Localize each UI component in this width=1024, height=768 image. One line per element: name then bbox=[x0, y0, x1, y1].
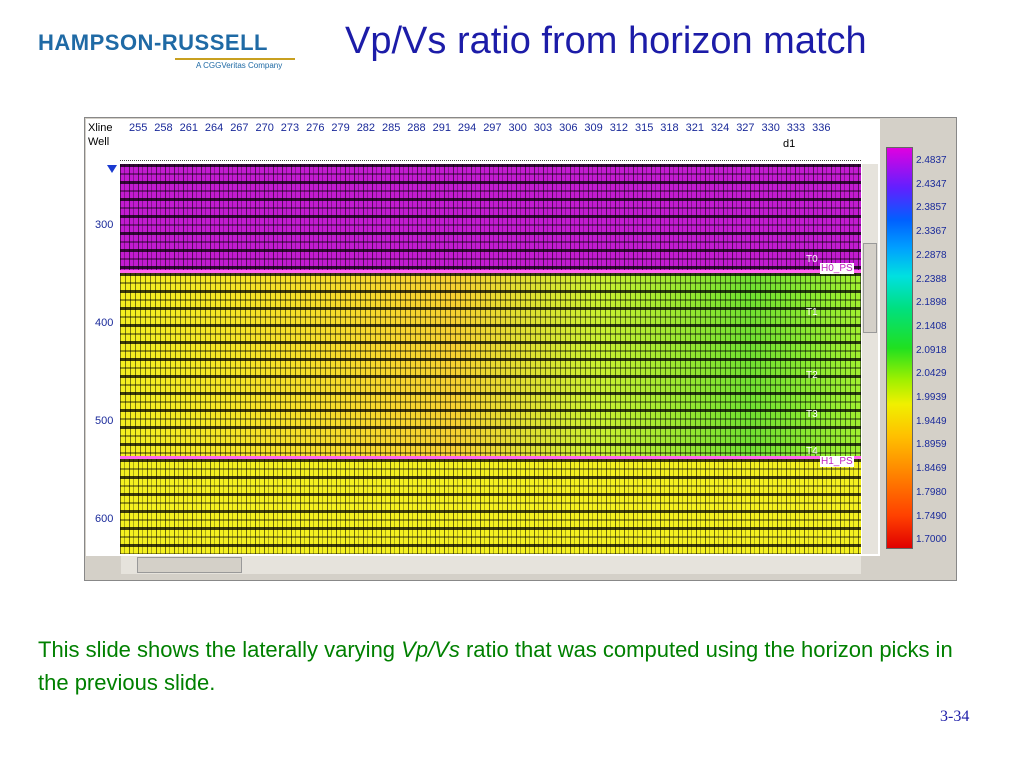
colorbar-label: 2.1408 bbox=[916, 320, 947, 332]
xline-label: 279 bbox=[331, 122, 350, 134]
time-label: 500 bbox=[95, 415, 114, 427]
xline-label: 300 bbox=[508, 122, 527, 134]
yellow-layer bbox=[120, 273, 861, 456]
xline-label: 258 bbox=[154, 122, 173, 134]
colorbar-label: 2.0918 bbox=[916, 344, 947, 356]
horizon-label: H0_PS bbox=[820, 263, 854, 274]
v-scrollbar[interactable] bbox=[862, 164, 878, 554]
row-label: Well bbox=[88, 136, 110, 148]
h-scroll-thumb[interactable] bbox=[137, 557, 242, 573]
xline-label: 282 bbox=[356, 122, 376, 134]
logo-rule bbox=[175, 58, 295, 60]
xline-label: 318 bbox=[660, 122, 679, 134]
colorbar-label: 2.3367 bbox=[916, 226, 947, 238]
tick-ruler bbox=[120, 160, 861, 161]
xline-label: 327 bbox=[736, 122, 755, 134]
xline-label: 309 bbox=[584, 122, 603, 134]
colorbar-label: 2.3857 bbox=[916, 202, 947, 214]
caption-text: ratio that was computed using the horizo… bbox=[38, 637, 953, 695]
xline-label: 336 bbox=[812, 122, 831, 134]
time-label: 400 bbox=[95, 317, 114, 329]
xline-label: 306 bbox=[559, 122, 578, 134]
horizon-label: T1 bbox=[806, 307, 818, 318]
caption: This slide shows the laterally varying V… bbox=[38, 633, 988, 699]
colorbar-label: 2.4837 bbox=[916, 155, 947, 166]
xline-label: 255 bbox=[129, 122, 148, 134]
xline-label: 270 bbox=[255, 122, 274, 134]
horizon-label: T4 bbox=[806, 446, 818, 457]
colorbar-label: 1.8469 bbox=[916, 463, 947, 475]
magenta-layer bbox=[120, 164, 861, 270]
colorbar-label: 1.7000 bbox=[916, 534, 947, 546]
xline-label: 276 bbox=[306, 122, 325, 134]
xline-label: 297 bbox=[483, 122, 502, 134]
time-label: 300 bbox=[95, 219, 114, 231]
title: Vp/Vs ratio from horizon match bbox=[345, 20, 867, 62]
screenshot: Xline Well 255 258 261 264 267 270 273 276 279 28… bbox=[84, 117, 957, 581]
xline-label: 267 bbox=[230, 122, 249, 134]
xline-label: 285 bbox=[382, 122, 401, 134]
horizon-line bbox=[120, 456, 861, 459]
xline-label: 330 bbox=[761, 122, 780, 134]
xline-label: 315 bbox=[635, 122, 654, 134]
xline-label: 264 bbox=[204, 122, 224, 134]
colorbar-label: 1.9449 bbox=[916, 415, 947, 427]
v-scroll-thumb[interactable] bbox=[863, 243, 877, 333]
colorbar bbox=[886, 147, 913, 549]
horizon-label: T0 bbox=[806, 254, 818, 265]
colorbar-label: 2.2878 bbox=[916, 249, 947, 261]
seismic-section bbox=[120, 164, 861, 554]
caption-text: This slide shows the laterally varying bbox=[38, 637, 402, 662]
colorbar-label: 1.7980 bbox=[916, 486, 947, 498]
xline-label: 288 bbox=[407, 122, 426, 134]
xline-label: 333 bbox=[786, 122, 806, 134]
page-number: 3-34 bbox=[940, 708, 970, 725]
logo-sub: A CGGVeritas Company bbox=[196, 61, 283, 70]
h-scrollbar[interactable] bbox=[121, 556, 861, 574]
colorbar-label: 1.8959 bbox=[916, 439, 947, 451]
colorbar-label: 1.9939 bbox=[916, 392, 947, 403]
horizon-label: H1_PS bbox=[820, 456, 854, 467]
xline-label: 324 bbox=[710, 122, 730, 134]
xline-label: 273 bbox=[280, 122, 300, 134]
logo: HAMPSON-RUSSELL bbox=[38, 30, 268, 55]
xline-label: 291 bbox=[432, 122, 451, 134]
caption-italic: Vp/Vs bbox=[401, 637, 460, 662]
xline-label: 261 bbox=[179, 122, 198, 134]
well-label: d1 bbox=[783, 138, 796, 150]
colorbar-label: 2.4347 bbox=[916, 178, 947, 190]
row-label: Xline bbox=[88, 122, 113, 134]
time-label: 600 bbox=[95, 513, 114, 525]
horizon-label: T2 bbox=[806, 370, 818, 381]
colorbar-label: 2.0429 bbox=[916, 368, 947, 380]
xline-label: 294 bbox=[457, 122, 477, 134]
marker bbox=[107, 165, 117, 173]
xline-label: 312 bbox=[609, 122, 629, 134]
xline-label: 321 bbox=[685, 122, 704, 134]
yellow-layer bbox=[120, 459, 861, 554]
horizon-line bbox=[120, 270, 861, 273]
colorbar-label: 2.2388 bbox=[916, 273, 947, 285]
colorbar-label: 1.7490 bbox=[916, 510, 947, 522]
horizon-label: T3 bbox=[806, 409, 818, 420]
colorbar-label: 2.1898 bbox=[916, 297, 947, 309]
xline-label: 303 bbox=[533, 122, 553, 134]
